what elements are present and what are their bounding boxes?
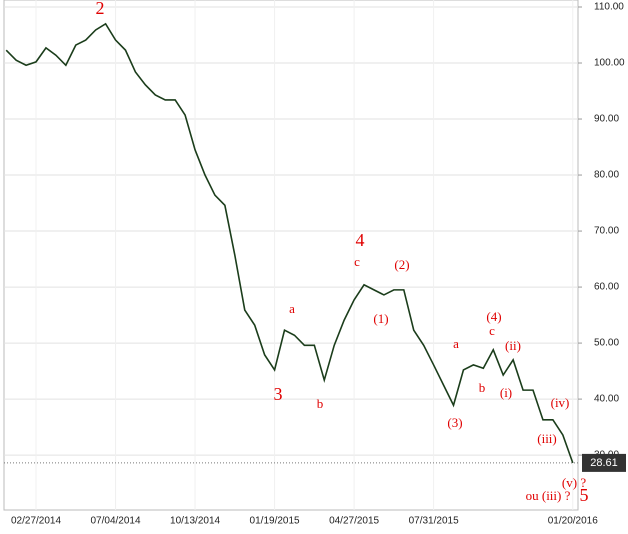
x-tick-label: 10/13/2014 [170,516,220,527]
wave-label: (4) [486,309,501,324]
y-tick-label: 50.00 [594,338,619,349]
price-line [5,22,574,464]
wave-label: (3) [447,415,462,430]
y-tick-label: 100.00 [594,58,625,69]
y-tick-label: 90.00 [594,114,619,125]
y-tick-label: 110.00 [594,2,624,13]
wave-label: (v) ? [562,475,586,490]
y-tick-label: 60.00 [594,282,619,293]
wave-label: a [289,301,295,316]
wave-label: 2 [96,0,105,18]
x-tick-label: 01/19/2015 [250,516,300,527]
last-value-box [582,453,626,472]
wave-label: 5 [580,485,589,505]
wave-label: 3 [274,384,283,404]
wave-label: (iii) [537,431,557,446]
y-tick-label: 70.00 [594,226,619,237]
y-tick-label: 40.00 [594,394,619,405]
x-tick-label: 02/27/2014 [11,516,61,527]
wave-label: (2) [394,257,409,272]
plot-frame [3,0,579,511]
wave-label: b [317,396,324,411]
wave-label: (i) [500,385,512,400]
wave-label: a [453,336,459,351]
wave-label: (1) [373,311,388,326]
x-tick-label: 01/20/2016 [548,516,598,527]
x-tick-label: 07/31/2015 [409,516,459,527]
wave-label: c [354,254,360,269]
wave-label: c [489,323,495,338]
x-tick-label: 07/04/2014 [91,516,141,527]
y-tick-label: 80.00 [594,170,619,181]
wave-label: (iv) [551,395,570,410]
wave-label: 4 [356,230,365,250]
wave-label: b [479,380,486,395]
wave-label: ou (iii) ? [526,488,571,503]
last-value-label: 28.61 [590,457,618,469]
x-tick-label: 04/27/2015 [329,516,379,527]
wave-label: (ii) [505,338,521,353]
